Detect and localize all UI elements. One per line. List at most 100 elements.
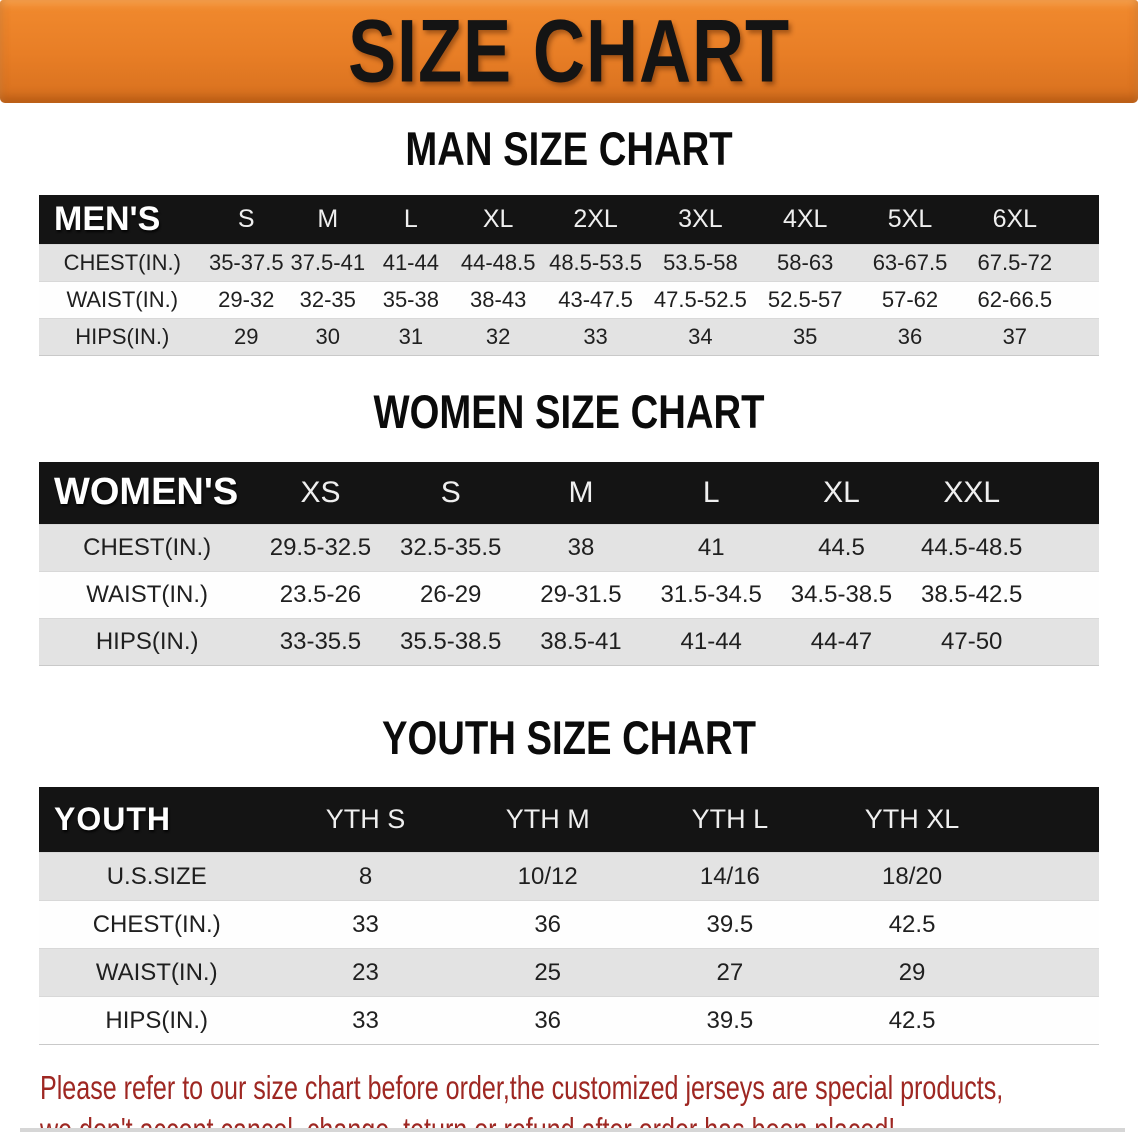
value-cell: 33 [352,910,379,938]
youth-size-chart-section: YOUTH SIZE CHART YOUTH YTH S YTH M YTH L YTH … [0,666,1138,1046]
value-cell: 29 [898,958,926,986]
value-cell: 37.5-41 [290,249,366,275]
value-cell: 35-38 [382,286,439,312]
value-cell: 32.5-35.5 [399,533,502,561]
youth-size-header: YTH M [456,787,639,853]
disclaimer-line-1: Please refer to our size chart before or… [40,1069,1004,1107]
row-spacer [1037,618,1099,665]
value-cell: 34 [688,323,713,349]
table-row: U.S.SIZE 8 10/12 14/16 18/20 [39,852,1099,901]
women-size-table: WOMEN'S XS S M L XL XXL CHEST(IN.) 29.5-32.5 32.5… [39,461,1099,666]
value-cell: 29-32 [218,286,275,312]
value-cell: 36 [534,1006,562,1034]
header-spacer [1036,461,1099,524]
value-cell: 63-67.5 [872,249,948,275]
value-cell: 25 [534,958,562,986]
value-cell: 48.5-53.5 [549,249,643,275]
banner: SIZE CHART [0,0,1138,103]
value-cell: 47.5-52.5 [653,286,747,312]
table-row: CHEST(IN.) 33 36 39.5 42.5 [39,900,1099,949]
row-spacer [1067,281,1099,318]
youth-header-row: YOUTH YTH S YTH M YTH L YTH XL [39,787,1099,853]
value-cell: 35.5-38.5 [399,627,502,655]
women-size-chart-section: WOMEN SIZE CHART WOMEN'S XS S M L XL XXL CHEST(I… [0,356,1138,666]
row-spacer [1003,949,1099,997]
value-cell: 39.5 [706,910,754,938]
value-cell: 10/12 [517,862,578,890]
value-cell: 58-63 [777,249,834,275]
value-cell: 44-47 [810,627,873,655]
value-cell: 35 [792,323,818,349]
value-cell: 41 [697,533,725,561]
row-label-cell: HIPS(IN.) [105,1006,209,1034]
value-cell: 35-37.5 [208,249,284,275]
value-cell: 32-35 [299,286,356,312]
men-size-header: 5XL [857,194,963,245]
row-label-cell: HIPS(IN.) [75,323,170,349]
youth-size-header: YTH XL [820,787,1004,853]
row-spacer [1003,901,1099,949]
value-cell: 39.5 [706,1006,754,1034]
row-label-cell: CHEST(IN.) [63,249,181,275]
value-cell: 67.5-72 [977,249,1053,275]
youth-section-heading: YOUTH SIZE CHART [381,710,756,764]
youth-size-header: YTH L [638,787,821,853]
value-cell: 38-43 [470,286,527,312]
value-cell: 29-31.5 [540,580,622,608]
value-cell: 36 [897,323,923,349]
women-size-header: XL [776,461,907,524]
value-cell: 33-35.5 [279,627,362,655]
value-cell: 33 [583,323,608,349]
row-spacer [1037,571,1099,618]
row-spacer [1003,997,1099,1045]
table-row: CHEST(IN.) 29.5-32.5 32.5-35.5 38 41 44.5 44.5… [39,524,1099,571]
value-cell: 27 [716,958,744,986]
value-cell: 38.5-41 [540,627,622,655]
table-row: WAIST(IN.) 23.5-26 26-29 29-31.5 31.5-34.5 34… [39,571,1099,618]
value-cell: 18/20 [882,862,943,890]
row-label-cell: WAIST(IN.) [86,580,209,608]
men-size-header: XL [453,194,544,245]
men-size-header: 6XL [962,194,1068,245]
header-spacer [1003,787,1099,853]
page-title: SIZE CHART [347,1,791,101]
value-cell: 29.5-32.5 [269,533,372,561]
value-cell: 42.5 [888,1006,936,1034]
men-size-header: M [287,194,369,245]
table-row: HIPS(IN.) 29 30 31 32 33 34 35 36 37 [39,318,1099,356]
row-spacer [1067,244,1099,281]
value-cell: 38.5-42.5 [920,580,1023,608]
men-size-header: 4XL [752,194,858,245]
row-label-cell: HIPS(IN.) [95,627,199,655]
value-cell: 23 [352,958,379,986]
value-cell: 44.5-48.5 [920,533,1023,561]
men-group-label: MEN'S [39,194,206,245]
value-cell: 29 [234,323,259,349]
value-cell: 31 [398,323,424,349]
value-cell: 26-29 [420,580,482,608]
value-cell: 41-44 [680,627,742,655]
men-size-header: L [368,194,454,245]
women-size-header: M [515,461,647,524]
women-group-label: WOMEN'S [39,461,256,524]
value-cell: 57-62 [881,286,939,312]
table-row: WAIST(IN.) 23 25 27 29 [39,948,1099,997]
women-section-heading: WOMEN SIZE CHART [373,384,765,439]
youth-size-header: YTH S [274,787,457,853]
table-row: HIPS(IN.) 33 36 39.5 42.5 [39,996,1099,1045]
row-label-cell: U.S.SIZE [106,862,207,890]
header-spacer [1067,194,1099,245]
size-chart-sections: MAN SIZE CHART MEN'S S M L XL 2XL 3XL 4XL 5XL 6XL C… [0,103,1138,1046]
women-size-header: XS [255,461,386,524]
value-cell: 52.5-57 [767,286,843,312]
men-section-heading: MAN SIZE CHART [405,121,733,176]
row-spacer [1067,318,1099,355]
value-cell: 47-50 [941,627,1003,655]
value-cell: 62-66.5 [977,286,1053,312]
men-size-header: 3XL [647,194,753,245]
table-row: CHEST(IN.) 35-37.5 37.5-41 41-44 44-48.5 48.5… [39,244,1099,282]
men-header-row: MEN'S S M L XL 2XL 3XL 4XL 5XL 6XL [39,194,1099,245]
disclaimer-line-2: we don't accept cancel, change, teturn o… [40,1110,896,1132]
value-cell: 30 [315,323,340,349]
